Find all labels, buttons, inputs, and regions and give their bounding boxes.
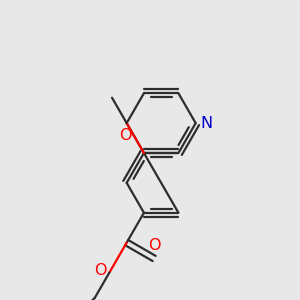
Text: O: O bbox=[119, 128, 131, 142]
Text: N: N bbox=[200, 116, 212, 130]
Text: O: O bbox=[148, 238, 161, 253]
Text: O: O bbox=[94, 263, 107, 278]
